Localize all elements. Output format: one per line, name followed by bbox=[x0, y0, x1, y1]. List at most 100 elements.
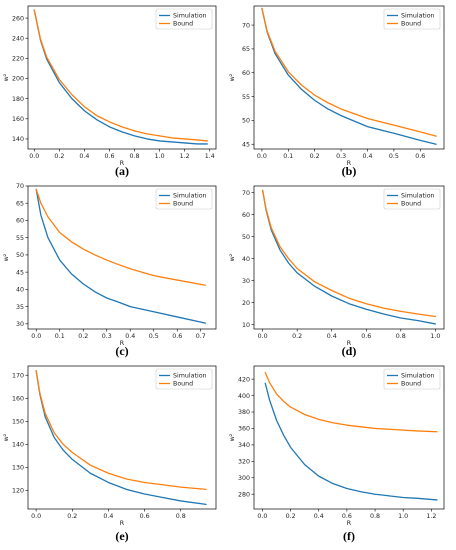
x-tick-label: 0.6 bbox=[361, 333, 371, 340]
y-tick-label: 260 bbox=[12, 15, 24, 22]
y-axis-label: w² bbox=[3, 253, 10, 261]
y-tick-label: 340 bbox=[238, 442, 250, 449]
x-tick-label: 1.0 bbox=[155, 153, 165, 160]
x-tick-label: 0.6 bbox=[140, 513, 150, 520]
legend-label: Bound bbox=[401, 201, 421, 208]
x-tick-label: 0.4 bbox=[314, 513, 324, 520]
panel-caption: (d) bbox=[342, 344, 357, 358]
chart-panel: 0.0 0.2 0.4 0.6 0.8 1.0 1.2 280 300 320 340 360 380 4… bbox=[229, 365, 445, 543]
x-tick-label: 0.7 bbox=[196, 333, 206, 340]
x-tick-label: 0.2 bbox=[286, 513, 296, 520]
x-axis-label: R bbox=[120, 160, 125, 167]
plot-frame bbox=[27, 5, 217, 150]
plot-frame bbox=[27, 185, 217, 330]
x-tick-label: 0.2 bbox=[292, 333, 302, 340]
x-tick-label: 1.2 bbox=[426, 513, 436, 520]
series-line-simulation bbox=[33, 9, 208, 145]
series-line-bound bbox=[261, 189, 437, 318]
legend-label: Simulation bbox=[173, 193, 207, 200]
panel-caption: (c) bbox=[115, 344, 128, 358]
x-tick-label: 0.3 bbox=[102, 333, 112, 340]
x-tick-label: 0.6 bbox=[104, 153, 114, 160]
x-axis-label: R bbox=[347, 520, 352, 527]
plot-frame bbox=[253, 5, 445, 150]
y-tick-label: 140 bbox=[12, 136, 24, 143]
series-line-simulation bbox=[261, 189, 437, 325]
x-tick-label: 0.2 bbox=[78, 333, 88, 340]
y-tick-label: 60 bbox=[242, 212, 250, 219]
x-tick-label: 1.2 bbox=[180, 153, 190, 160]
y-tick-label: 70 bbox=[16, 183, 24, 190]
x-axis-label: R bbox=[347, 340, 352, 347]
y-tick-label: 20 bbox=[242, 300, 250, 307]
y-tick-label: 30 bbox=[16, 321, 24, 328]
y-tick-label: 50 bbox=[242, 234, 250, 241]
legend-label: Simulation bbox=[173, 13, 207, 20]
legend-label: Simulation bbox=[173, 373, 207, 380]
y-tick-label: 55 bbox=[16, 235, 24, 242]
y-tick-label: 70 bbox=[242, 22, 250, 29]
x-tick-label: 0.1 bbox=[283, 153, 293, 160]
y-tick-label: 400 bbox=[238, 393, 250, 400]
y-tick-label: 160 bbox=[12, 395, 24, 402]
legend-label: Simulation bbox=[401, 13, 435, 20]
y-tick-label: 300 bbox=[238, 475, 250, 482]
x-tick-label: 0.8 bbox=[370, 513, 380, 520]
series-line-bound bbox=[35, 369, 207, 491]
y-tick-label: 360 bbox=[238, 426, 250, 433]
chart-panel: 0.0 0.1 0.2 0.3 0.4 0.5 0.6 45 50 55 60 65 70 Rw² Simu… bbox=[229, 5, 445, 178]
plot-frame bbox=[253, 365, 445, 510]
x-tick-label: 0.4 bbox=[103, 513, 113, 520]
panel-caption: (f) bbox=[343, 529, 355, 543]
x-tick-label: 0.4 bbox=[362, 153, 372, 160]
y-tick-label: 55 bbox=[242, 94, 250, 101]
y-tick-label: 40 bbox=[16, 287, 24, 294]
x-axis-label: R bbox=[347, 160, 352, 167]
x-tick-label: 0.0 bbox=[31, 333, 41, 340]
y-tick-label: 220 bbox=[12, 56, 24, 63]
panel-caption: (a) bbox=[115, 164, 129, 178]
x-axis-label: R bbox=[120, 520, 125, 527]
x-tick-label: 0.0 bbox=[29, 153, 39, 160]
panel-caption: (e) bbox=[115, 529, 128, 543]
x-tick-label: 0.0 bbox=[31, 513, 41, 520]
y-tick-label: 45 bbox=[242, 141, 250, 148]
x-tick-label: 0.0 bbox=[257, 513, 267, 520]
x-tick-label: 0.0 bbox=[257, 153, 267, 160]
x-tick-label: 0.3 bbox=[336, 153, 346, 160]
x-tick-label: 0.5 bbox=[389, 153, 399, 160]
legend-label: Bound bbox=[173, 21, 193, 28]
y-axis-label: w² bbox=[3, 73, 10, 81]
y-tick-label: 35 bbox=[16, 304, 24, 311]
legend-label: Bound bbox=[401, 381, 421, 388]
y-tick-label: 240 bbox=[12, 35, 24, 42]
legend-label: Bound bbox=[401, 21, 421, 28]
y-tick-label: 10 bbox=[242, 322, 250, 329]
x-tick-label: 0.5 bbox=[149, 333, 159, 340]
plot-frame bbox=[27, 365, 217, 510]
y-tick-label: 180 bbox=[12, 96, 24, 103]
x-tick-label: 0.8 bbox=[130, 153, 140, 160]
x-tick-label: 0.2 bbox=[310, 153, 320, 160]
x-tick-label: 1.4 bbox=[205, 153, 215, 160]
y-tick-label: 50 bbox=[242, 118, 250, 125]
series-line-simulation bbox=[261, 7, 437, 145]
y-tick-label: 65 bbox=[242, 46, 250, 53]
y-tick-label: 160 bbox=[12, 116, 24, 123]
y-tick-label: 320 bbox=[238, 459, 250, 466]
legend-label: Bound bbox=[173, 201, 193, 208]
panel-caption: (b) bbox=[342, 164, 357, 178]
series-line-simulation bbox=[35, 188, 207, 324]
chart-panel: 0.0 0.2 0.4 0.6 0.8 1.0 1.2 1.4 140 160 180 200 220 2… bbox=[3, 5, 217, 178]
y-tick-label: 60 bbox=[242, 70, 250, 77]
y-axis-label: w² bbox=[229, 433, 236, 441]
y-tick-label: 40 bbox=[242, 256, 250, 263]
x-tick-label: 0.4 bbox=[79, 153, 89, 160]
y-tick-label: 380 bbox=[238, 409, 250, 416]
x-tick-label: 0.2 bbox=[54, 153, 64, 160]
x-tick-label: 0.4 bbox=[125, 333, 135, 340]
legend-label: Bound bbox=[173, 381, 193, 388]
y-axis-label: w² bbox=[229, 73, 236, 81]
y-tick-label: 150 bbox=[12, 419, 24, 426]
